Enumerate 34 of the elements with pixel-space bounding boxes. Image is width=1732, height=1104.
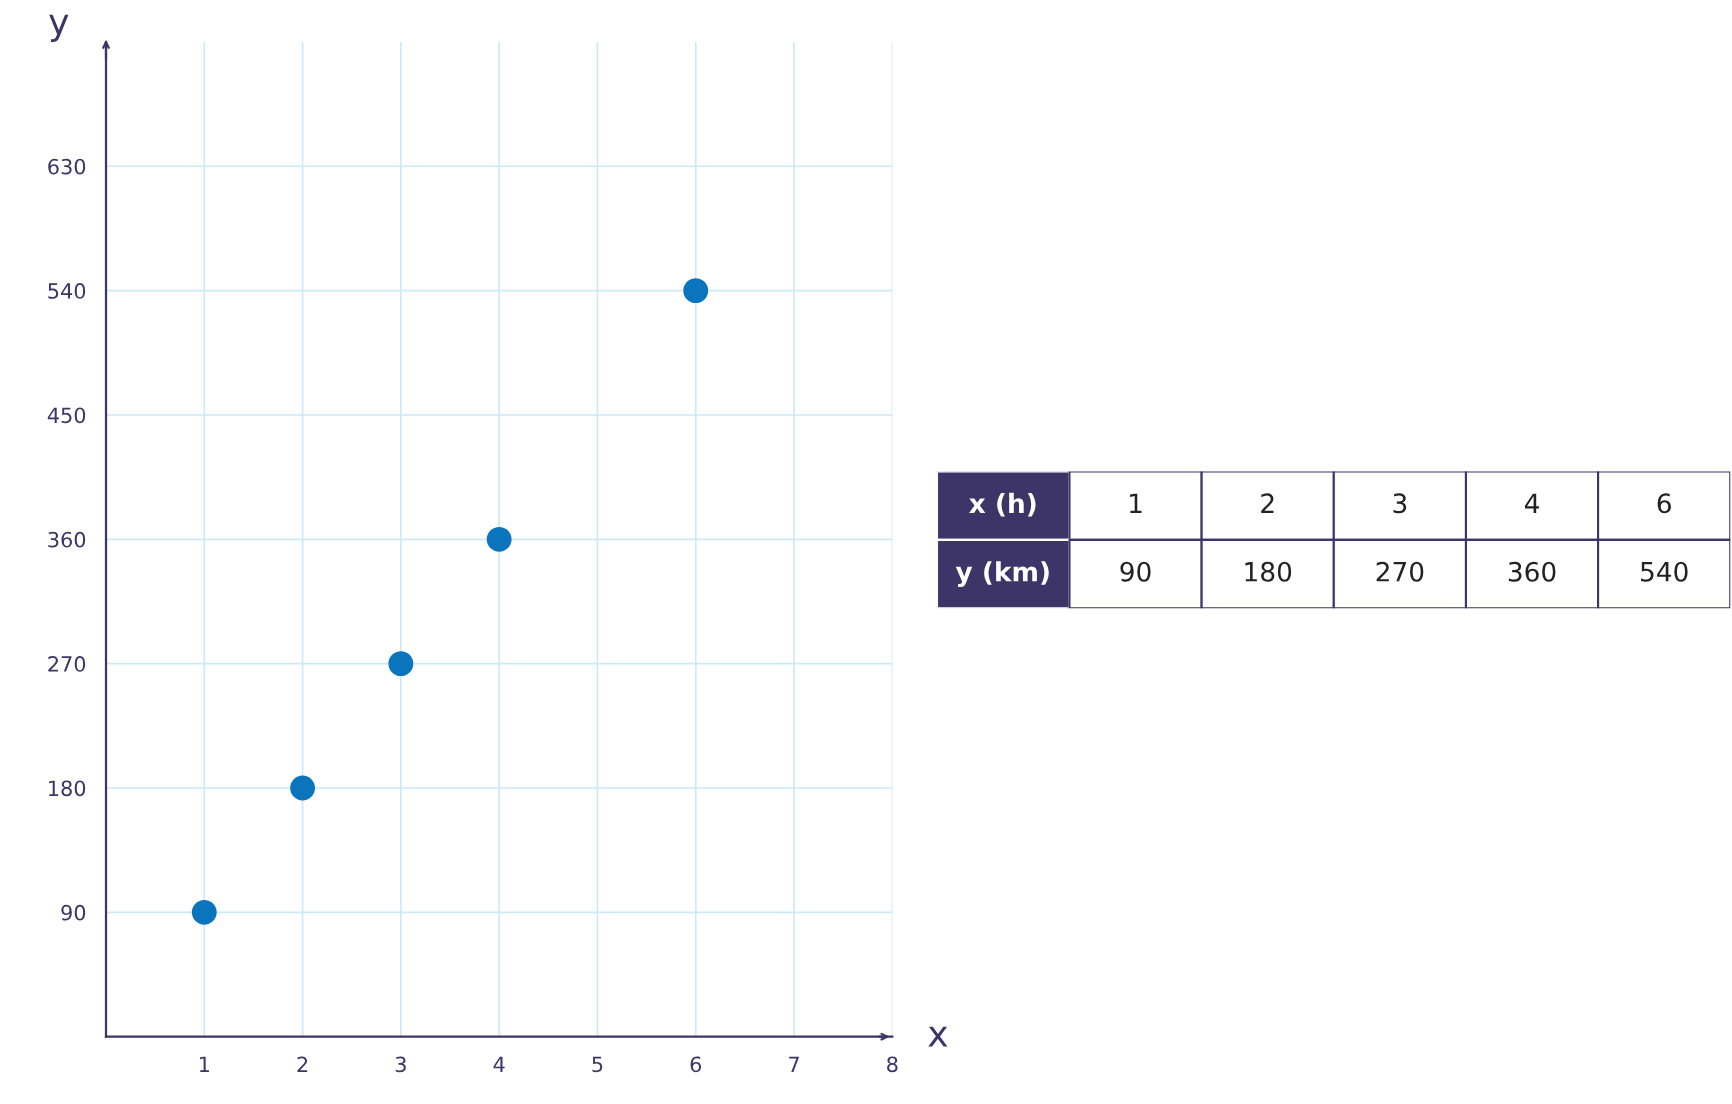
text: 2 (1261, 493, 1274, 513)
x-tick-label: 2 (297, 1056, 308, 1072)
text: x (h) (969, 492, 1036, 517)
x-tick-label: 3 (395, 1056, 406, 1073)
y-tick-label: 360 (48, 531, 86, 548)
x-tick-label: 6 (690, 1056, 702, 1073)
text: 3 (1393, 493, 1407, 514)
point (486, 526, 512, 552)
text: y (km) (955, 561, 1049, 587)
y-tick-label: 90 (61, 904, 86, 921)
x-tick-label: 1 (199, 1056, 209, 1072)
x-tick-label: 5 (592, 1056, 603, 1073)
y-tick-label: 270 (48, 656, 86, 672)
point (191, 899, 217, 925)
text: 1 (1130, 493, 1142, 513)
y-axis-title: y (49, 14, 69, 42)
text: 4 (1524, 493, 1539, 513)
text: 270 (1376, 561, 1424, 582)
y-tick-label: 630 (48, 158, 86, 175)
x-tick-label: 4 (493, 1056, 505, 1072)
text: 6 (1657, 493, 1671, 514)
text: 180 (1245, 561, 1292, 582)
y-tick-label: 180 (49, 780, 86, 797)
point (388, 651, 414, 677)
y-tick-label: 450 (47, 407, 86, 424)
x-tick-label: 7 (789, 1056, 799, 1072)
y-tick-label: 540 (48, 283, 86, 299)
point (290, 775, 315, 801)
text: 90 (1120, 561, 1151, 582)
x-tick-label: 8 (887, 1056, 898, 1073)
point (683, 278, 709, 304)
text: 540 (1641, 561, 1688, 582)
text: 360 (1508, 561, 1556, 582)
x-axis-title: x (928, 1026, 948, 1047)
